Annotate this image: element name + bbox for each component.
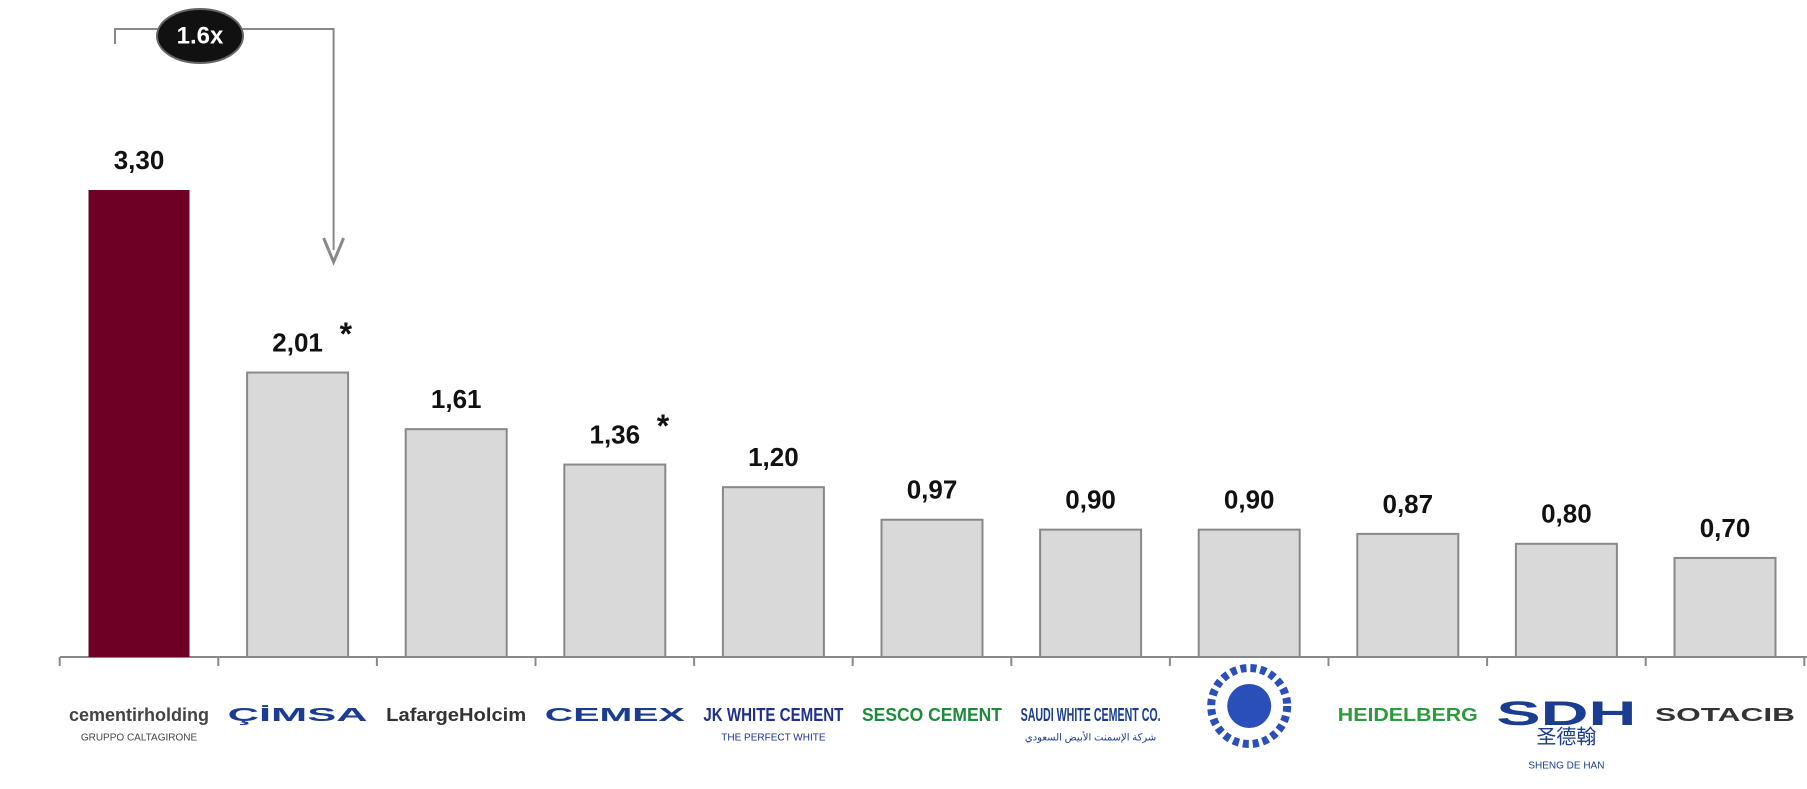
value-label: 1,36 <box>589 419 640 449</box>
comparison-arrowhead <box>322 237 345 266</box>
bar <box>1039 528 1143 658</box>
category-logo: SOTACIB <box>1655 705 1795 725</box>
bar <box>1197 528 1301 658</box>
value-label: 3,30 <box>114 145 165 175</box>
category-sublabel: GRUPPO CALTAGIRONE <box>81 733 198 744</box>
category-logo <box>1227 684 1272 728</box>
value-label: 1,61 <box>431 384 482 414</box>
category-sublabel: SHENG DE HAN <box>1528 761 1604 772</box>
category-logo: LafargeHolcim <box>386 705 526 725</box>
bar <box>246 371 350 658</box>
value-label: 0,70 <box>1700 513 1751 543</box>
bar <box>1356 532 1460 659</box>
category-logo: SAUDI WHITE CEMENT CO. <box>1021 705 1161 725</box>
category-sublabel: THE PERFECT WHITE <box>721 733 826 744</box>
value-label: 0,80 <box>1541 499 1592 529</box>
value-label: 0,90 <box>1224 485 1275 515</box>
bar <box>1514 542 1618 659</box>
bar <box>88 190 190 657</box>
bar <box>721 486 825 658</box>
value-label: 2,01 <box>272 327 323 357</box>
bar <box>563 463 667 658</box>
annotation: * <box>340 316 353 352</box>
comparison-label: 1.6x <box>177 22 224 49</box>
category-logo: ÇİMSA <box>228 705 368 725</box>
value-label: 1,20 <box>748 442 799 472</box>
category-logo: cementirholding <box>69 705 209 725</box>
value-label: 0,97 <box>907 475 958 505</box>
category-sublabel: شركة الإسمنت الأبيض السعودي <box>1025 731 1156 744</box>
bar <box>880 518 984 658</box>
comparison-badge <box>156 8 244 64</box>
category-logo: CEMEX <box>545 705 685 725</box>
bar <box>404 428 508 659</box>
annotation: * <box>657 408 670 444</box>
value-label: 0,90 <box>1065 485 1116 515</box>
category-logo: JK WHITE CEMENT <box>703 705 843 725</box>
category-logo: HEIDELBERG <box>1338 705 1478 725</box>
category-logo: SESCO CEMENT <box>862 705 1002 725</box>
category-sublabel: 圣德翰 <box>1536 725 1596 748</box>
bar <box>1673 556 1777 658</box>
category-logo: SDH <box>1496 695 1636 733</box>
category-logo <box>1207 664 1292 748</box>
value-label: 0,87 <box>1382 489 1433 519</box>
